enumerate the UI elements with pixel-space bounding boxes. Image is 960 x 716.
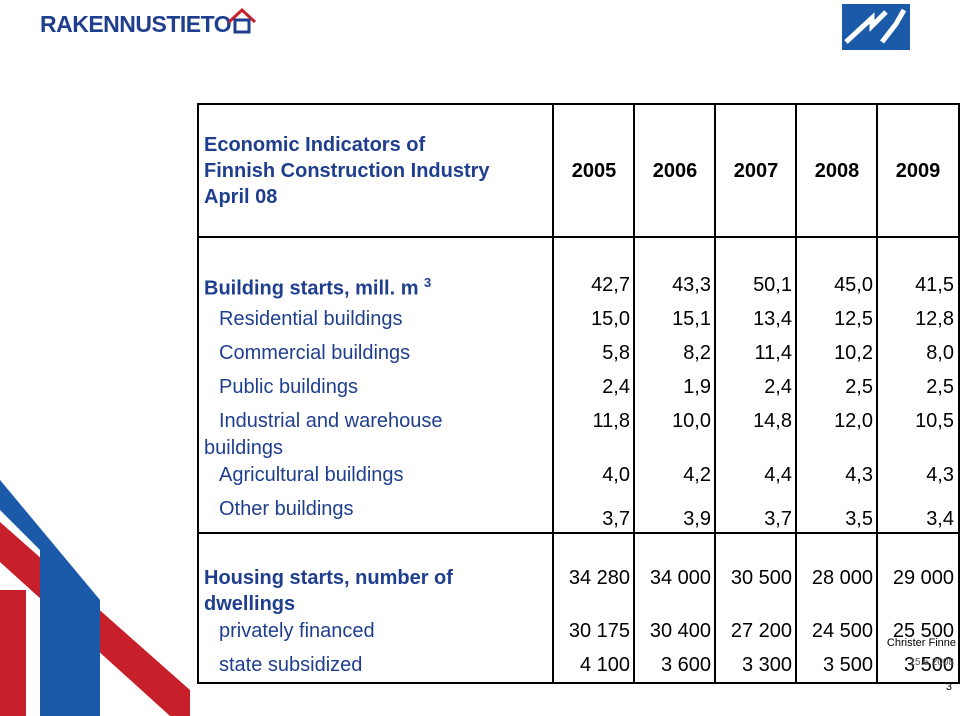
value-cell: 34 280 [568, 567, 630, 589]
indicators-table: Economic Indicators of Finnish Construct… [197, 103, 960, 684]
table-title: Economic Indicators of Finnish Construct… [204, 132, 490, 210]
housing-starts-label-continued: dwellings [204, 593, 296, 615]
year-header: 2008 [814, 160, 860, 182]
value-cell: 4,4 [764, 464, 792, 486]
table-title-line: Finnish Construction Industry [204, 160, 490, 182]
value-cell: 10,5 [915, 410, 954, 432]
value-cell: 12,0 [834, 410, 873, 432]
house-icon [228, 7, 257, 34]
year-header: 2006 [652, 160, 698, 182]
value-cell: 30 500 [730, 567, 792, 589]
value-cell: 45,0 [834, 274, 873, 296]
year-header: 2009 [895, 160, 941, 182]
value-cell: 2,4 [764, 376, 792, 398]
table-title-line: Economic Indicators of [204, 134, 426, 156]
table-title-line: April 08 [204, 186, 278, 208]
value-cell: 11,8 [592, 410, 630, 432]
page-number: 3 [945, 681, 952, 693]
value-cell: 13,4 [753, 308, 792, 330]
value-cell: 4 100 [579, 654, 630, 676]
value-cell: 42,7 [591, 274, 630, 296]
row-label: Other buildings [219, 498, 354, 520]
value-cell: 10,0 [672, 410, 711, 432]
value-cell: 28 000 [811, 567, 873, 589]
value-cell: 15,1 [672, 308, 711, 330]
value-cell: 8,2 [683, 342, 711, 364]
value-cell: 41,5 [915, 274, 954, 296]
housing-starts-label: Housing starts, number of [204, 567, 453, 589]
year-header: 2007 [733, 160, 779, 182]
value-cell: 3 500 [903, 654, 954, 676]
value-cell: 11,4 [754, 342, 792, 364]
building-starts-label: Building starts, mill. m 3 [204, 275, 432, 300]
row-label: Public buildings [219, 376, 358, 398]
year-header: 2005 [571, 160, 617, 182]
value-cell: 43,3 [672, 274, 711, 296]
row-label-continued: buildings [204, 437, 283, 459]
roof-decoration-icon [0, 480, 190, 716]
value-cell: 2,5 [845, 376, 873, 398]
value-cell: 4,2 [683, 464, 711, 486]
value-cell: 4,3 [845, 464, 873, 486]
row-label: Industrial and warehouse [219, 410, 443, 432]
value-cell: 30 400 [649, 620, 711, 642]
value-cell: 5,8 [602, 342, 630, 364]
value-cell: 14,8 [753, 410, 792, 432]
value-cell: 3,9 [683, 508, 711, 530]
corner-logo-icon [842, 4, 910, 50]
value-cell: 2,4 [602, 376, 630, 398]
brand-logo: RAKENNUSTIETO [40, 6, 257, 36]
row-label: Agricultural buildings [219, 464, 404, 486]
value-cell: 50,1 [753, 274, 792, 296]
row-label: state subsidized [219, 654, 363, 676]
value-cell: 3,4 [926, 508, 954, 530]
value-cell: 4,0 [602, 464, 630, 486]
value-cell: 25 500 [892, 620, 954, 642]
value-cell: 29 000 [892, 567, 954, 589]
value-cell: 27 200 [730, 620, 792, 642]
value-cell: 3 500 [822, 654, 873, 676]
row-label: privately financed [219, 620, 375, 642]
value-cell: 24 500 [811, 620, 873, 642]
row-label: Commercial buildings [219, 342, 411, 364]
footer-date: 15.5.2008 [909, 657, 955, 668]
value-cell: 3,5 [845, 508, 873, 530]
value-cell: 3 600 [660, 654, 711, 676]
value-cell: 30 175 [568, 620, 630, 642]
value-cell: 3 300 [741, 654, 792, 676]
value-cell: 10,2 [834, 342, 873, 364]
value-cell: 3,7 [764, 508, 792, 530]
footer-author: Christer Finne [886, 637, 956, 649]
brand-name: RAKENNUSTIETO [40, 11, 232, 37]
value-cell: 15,0 [591, 308, 630, 330]
value-cell: 3,7 [602, 508, 630, 530]
value-cell: 12,5 [834, 308, 873, 330]
row-label: Residential buildings [219, 308, 403, 330]
value-cell: 8,0 [926, 342, 954, 364]
value-cell: 12,8 [915, 308, 954, 330]
value-cell: 2,5 [926, 376, 954, 398]
value-cell: 1,9 [683, 376, 711, 398]
value-cell: 34 000 [649, 567, 711, 589]
value-cell: 4,3 [926, 464, 954, 486]
